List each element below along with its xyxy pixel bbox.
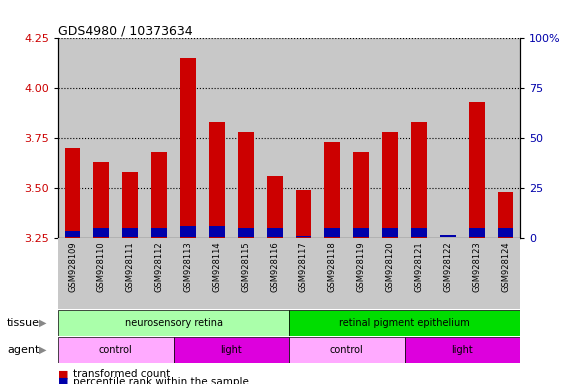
Text: GSM928121: GSM928121	[414, 242, 424, 292]
Text: transformed count: transformed count	[73, 369, 170, 379]
FancyBboxPatch shape	[289, 337, 404, 363]
Bar	[411, 228, 427, 237]
Bar	[469, 228, 485, 237]
Bar	[151, 228, 167, 237]
Bar	[267, 176, 282, 238]
Bar	[209, 122, 225, 238]
Text: percentile rank within the sample: percentile rank within the sample	[73, 377, 249, 384]
Bar	[151, 152, 167, 238]
Bar	[382, 132, 398, 238]
Text: neurosensory retina: neurosensory retina	[124, 318, 223, 328]
FancyBboxPatch shape	[58, 238, 520, 309]
Text: tissue: tissue	[7, 318, 40, 328]
Bar	[440, 235, 456, 237]
Bar	[382, 228, 398, 237]
Text: light: light	[451, 345, 473, 355]
Bar	[64, 231, 81, 237]
Bar	[296, 236, 311, 237]
Bar	[238, 132, 254, 238]
Text: light: light	[220, 345, 242, 355]
Text: retinal pigment epithelium: retinal pigment epithelium	[339, 318, 470, 328]
Text: GSM928124: GSM928124	[501, 242, 510, 292]
Text: GSM928115: GSM928115	[241, 242, 250, 292]
Text: GSM928109: GSM928109	[68, 242, 77, 292]
Text: ■: ■	[58, 369, 69, 379]
Bar	[353, 228, 369, 237]
Text: GSM928117: GSM928117	[299, 242, 308, 292]
Text: GSM928122: GSM928122	[443, 242, 453, 292]
Bar	[267, 228, 282, 237]
Bar	[123, 228, 138, 237]
Bar	[324, 228, 340, 237]
Text: GSM928112: GSM928112	[155, 242, 164, 292]
Text: ▶: ▶	[39, 318, 46, 328]
Bar	[353, 152, 369, 238]
Text: GSM928111: GSM928111	[125, 242, 135, 292]
Text: GSM928118: GSM928118	[328, 242, 337, 292]
Bar	[411, 122, 427, 238]
Text: control: control	[330, 345, 364, 355]
Bar	[94, 228, 109, 237]
FancyBboxPatch shape	[58, 310, 289, 336]
Text: GSM928113: GSM928113	[184, 242, 192, 292]
Text: GDS4980 / 10373634: GDS4980 / 10373634	[58, 24, 193, 37]
Bar	[497, 228, 514, 237]
Text: agent: agent	[7, 345, 40, 355]
Bar	[94, 162, 109, 238]
Bar	[238, 228, 254, 237]
Text: ▶: ▶	[39, 345, 46, 355]
Text: GSM928110: GSM928110	[97, 242, 106, 292]
Bar	[209, 226, 225, 237]
FancyBboxPatch shape	[174, 337, 289, 363]
Bar	[123, 172, 138, 238]
FancyBboxPatch shape	[289, 310, 520, 336]
FancyBboxPatch shape	[404, 337, 520, 363]
Bar	[180, 226, 196, 237]
Text: GSM928116: GSM928116	[270, 242, 279, 292]
Bar	[469, 102, 485, 238]
Bar	[180, 58, 196, 238]
Text: control: control	[99, 345, 132, 355]
Bar	[324, 142, 340, 238]
Text: GSM928123: GSM928123	[472, 242, 481, 292]
Bar	[64, 148, 81, 238]
Text: ■: ■	[58, 377, 69, 384]
Bar	[497, 192, 514, 238]
Text: GSM928120: GSM928120	[386, 242, 394, 292]
Bar	[296, 190, 311, 238]
FancyBboxPatch shape	[58, 337, 174, 363]
Text: GSM928119: GSM928119	[357, 242, 365, 292]
Text: GSM928114: GSM928114	[213, 242, 221, 292]
